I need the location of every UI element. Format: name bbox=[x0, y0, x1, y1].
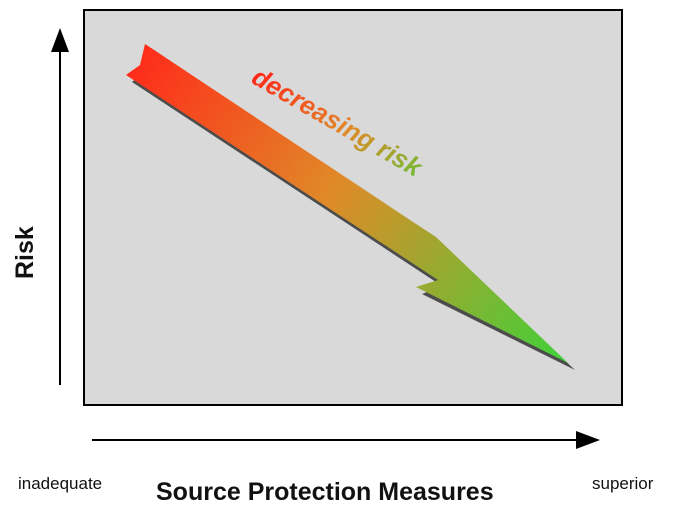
x-axis-right-end-label: superior bbox=[592, 474, 654, 493]
y-axis-arrowhead bbox=[51, 28, 69, 52]
x-axis-left-end-label: inadequate bbox=[18, 474, 103, 493]
x-axis-label: Source Protection Measures bbox=[156, 478, 494, 506]
x-axis-arrowhead bbox=[576, 431, 600, 449]
y-axis-label: Risk bbox=[11, 226, 39, 279]
decreasing-risk-arrow bbox=[126, 44, 568, 363]
